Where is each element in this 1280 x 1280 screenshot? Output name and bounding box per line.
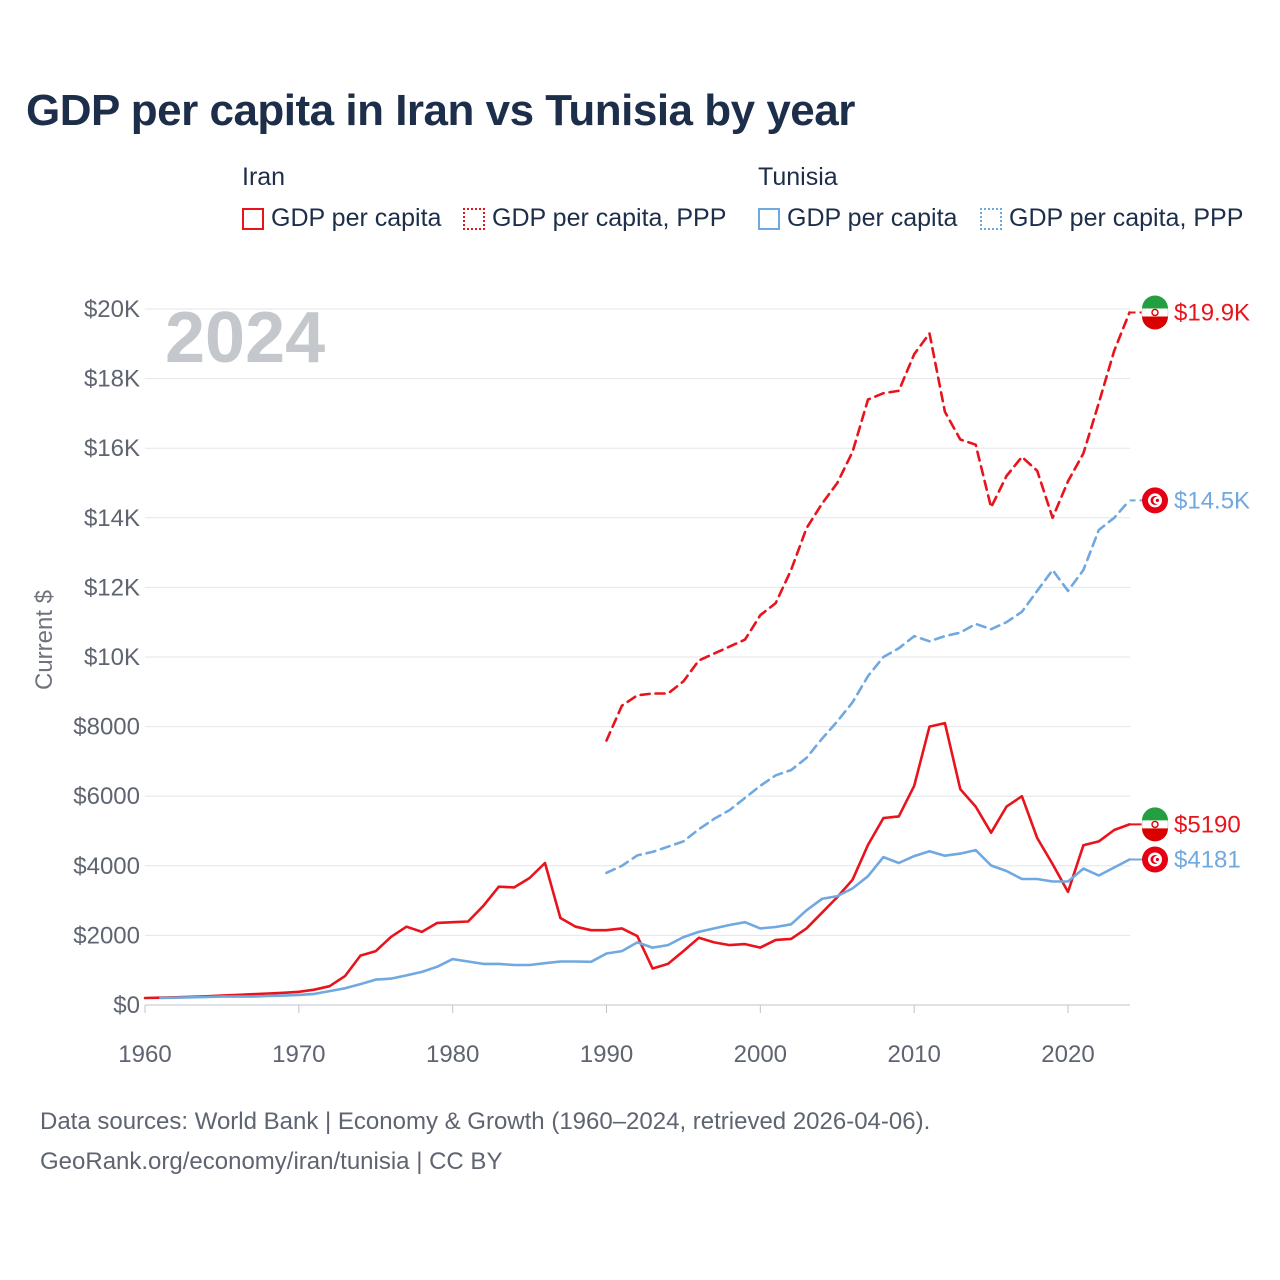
legend-item-tunisia-gdp[interactable]: GDP per capita xyxy=(758,204,957,233)
legend-item-iran-ppp[interactable]: GDP per capita, PPP xyxy=(463,204,726,233)
series-line-0 xyxy=(143,721,1131,1000)
x-tick-label: 2000 xyxy=(734,1041,787,1068)
y-tick-label: $20K xyxy=(84,296,140,323)
x-tick-label: 1960 xyxy=(118,1041,171,1068)
tunisia-flag-icon xyxy=(1142,487,1168,514)
iran-flag-icon xyxy=(1141,295,1169,330)
y-axis: $0 $2000 $4000 $6000 $8000 $10K $12K $14K $16K $1… xyxy=(73,296,140,1019)
x-tick-label: 1970 xyxy=(272,1041,325,1068)
tunisia-flag-icon xyxy=(1142,846,1168,873)
legend-swatch-tunisia-dotted xyxy=(980,207,1002,230)
y-tick-label: $14K xyxy=(84,505,140,532)
legend-swatch-tunisia-solid xyxy=(758,207,780,230)
flag-green xyxy=(1142,295,1168,309)
series-line-1 xyxy=(605,311,1131,742)
flag-emblem xyxy=(1151,820,1159,829)
chart-title: GDP per capita in Iran vs Tunisia by yea… xyxy=(26,86,855,135)
series-line-2 xyxy=(159,848,1131,1000)
end-value-label: $19.9K xyxy=(1174,299,1250,326)
legend-group-iran: Iran xyxy=(242,163,286,191)
y-tick-label: $10K xyxy=(84,644,140,671)
legend-group-tunisia: Tunisia xyxy=(758,163,838,191)
flag-green xyxy=(1142,807,1168,821)
y-tick-label: $12K xyxy=(84,574,140,601)
flag-red xyxy=(1142,828,1168,842)
flag-star xyxy=(1155,857,1159,862)
legend-swatch-iran-solid xyxy=(242,207,264,230)
series-line-3 xyxy=(605,499,1131,875)
legend-label: GDP per capita, PPP xyxy=(492,204,727,232)
footer-credit: GeoRank.org/economy/iran/tunisia | CC BY xyxy=(40,1148,503,1175)
y-tick-label: $16K xyxy=(84,435,140,462)
end-value-label: $5190 xyxy=(1174,811,1241,838)
y-tick-label: $18K xyxy=(84,366,140,393)
flag-star xyxy=(1155,498,1159,502)
legend-label: GDP per capita xyxy=(271,204,442,232)
legend-label: GDP per capita xyxy=(787,204,958,232)
x-tick-label: 1990 xyxy=(580,1041,633,1068)
x-tick-label: 2020 xyxy=(1041,1041,1094,1068)
iran-flag-icon xyxy=(1141,807,1169,842)
grid xyxy=(145,308,1130,1006)
x-tick-label: 2010 xyxy=(887,1041,940,1068)
y-tick-label: $2000 xyxy=(73,922,140,949)
y-tick-label: $0 xyxy=(113,992,140,1019)
x-axis: 1960 1970 1980 1990 2000 2010 2020 xyxy=(118,1005,1095,1068)
series-lines xyxy=(143,311,1131,1000)
legend-swatch-iran-dotted xyxy=(463,207,485,230)
end-value-label: $14.5K xyxy=(1174,487,1250,514)
legend-item-iran-gdp[interactable]: GDP per capita xyxy=(242,204,441,233)
year-watermark: 2024 xyxy=(165,298,325,378)
flag-emblem xyxy=(1151,308,1159,317)
y-tick-label: $4000 xyxy=(73,853,140,880)
y-tick-label: $6000 xyxy=(73,783,140,810)
series-end-markers: $5190 $19.9K $4181 $14.5K xyxy=(1129,295,1250,874)
legend-label: GDP per capita, PPP xyxy=(1009,204,1244,232)
x-tick-label: 1980 xyxy=(426,1041,479,1068)
footer-sources: Data sources: World Bank | Economy & Gro… xyxy=(40,1108,931,1135)
y-axis-label: Current $ xyxy=(31,590,58,690)
flag-red xyxy=(1142,316,1168,330)
end-value-label: $4181 xyxy=(1174,847,1241,874)
legend-item-tunisia-ppp[interactable]: GDP per capita, PPP xyxy=(980,204,1243,233)
y-tick-label: $8000 xyxy=(73,714,140,741)
